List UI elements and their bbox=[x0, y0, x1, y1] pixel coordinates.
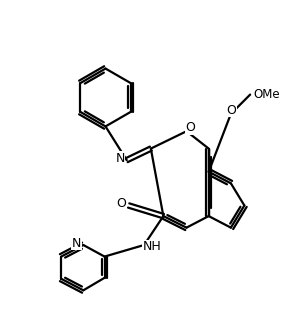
Text: O: O bbox=[186, 121, 195, 134]
Text: OMe: OMe bbox=[253, 88, 280, 101]
Text: O: O bbox=[226, 104, 236, 116]
Text: NH: NH bbox=[142, 240, 161, 253]
Text: O: O bbox=[116, 197, 126, 210]
Text: N: N bbox=[115, 152, 125, 165]
Text: N: N bbox=[72, 237, 81, 250]
